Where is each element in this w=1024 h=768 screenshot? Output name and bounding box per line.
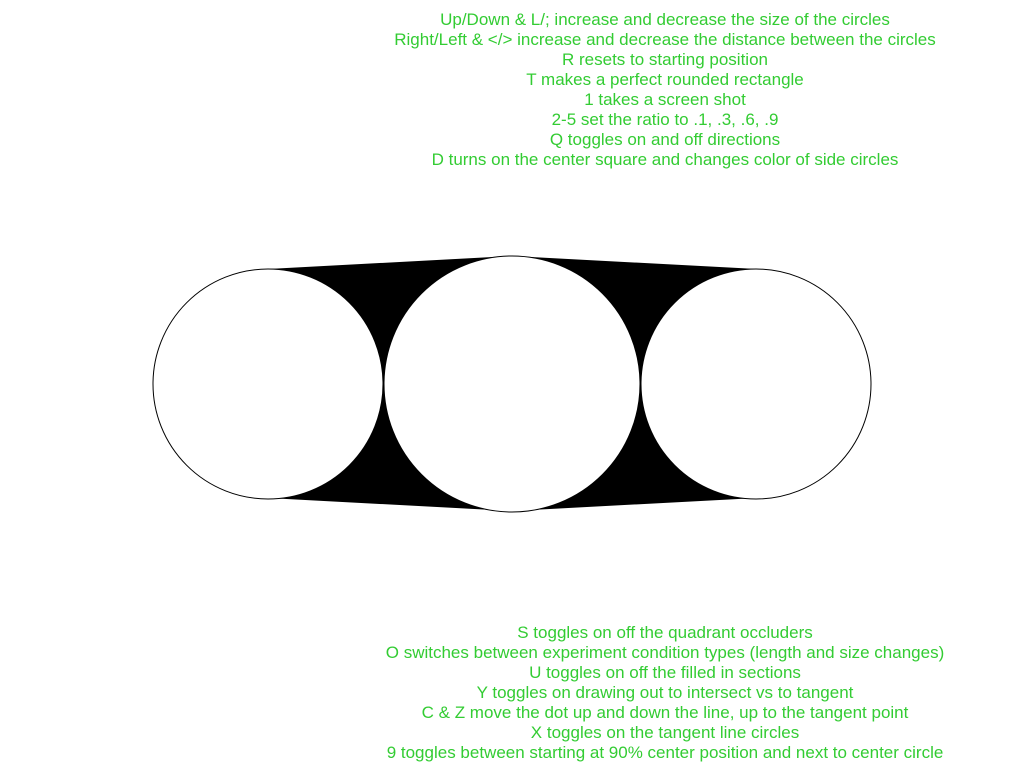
direction-line: T makes a perfect rounded rectangle [526,70,804,89]
direction-line: Up/Down & L/; increase and decrease the … [440,10,890,29]
direction-line: C & Z move the dot up and down the line,… [421,703,909,722]
direction-line: Y toggles on drawing out to intersect vs… [476,683,854,702]
direction-line: S toggles on off the quadrant occluders [517,623,813,642]
direction-line: 9 toggles between starting at 90% center… [386,743,944,762]
direction-line: U toggles on off the filled in sections [529,663,801,682]
direction-line: 1 takes a screen shot [584,90,746,109]
right-circle [640,268,872,500]
direction-line: R resets to starting position [562,50,768,69]
direction-line: 2-5 set the ratio to .1, .3, .6, .9 [551,110,779,129]
direction-line: Q toggles on and off directions [549,130,781,149]
left-circle [152,268,384,500]
direction-line: O switches between experiment condition … [385,643,945,662]
direction-line: Right/Left & </> increase and decrease t… [394,30,936,49]
center-circle [383,255,641,513]
direction-line: X toggles on the tangent line circles [530,723,800,742]
direction-line: D turns on the center square and changes… [431,150,899,169]
